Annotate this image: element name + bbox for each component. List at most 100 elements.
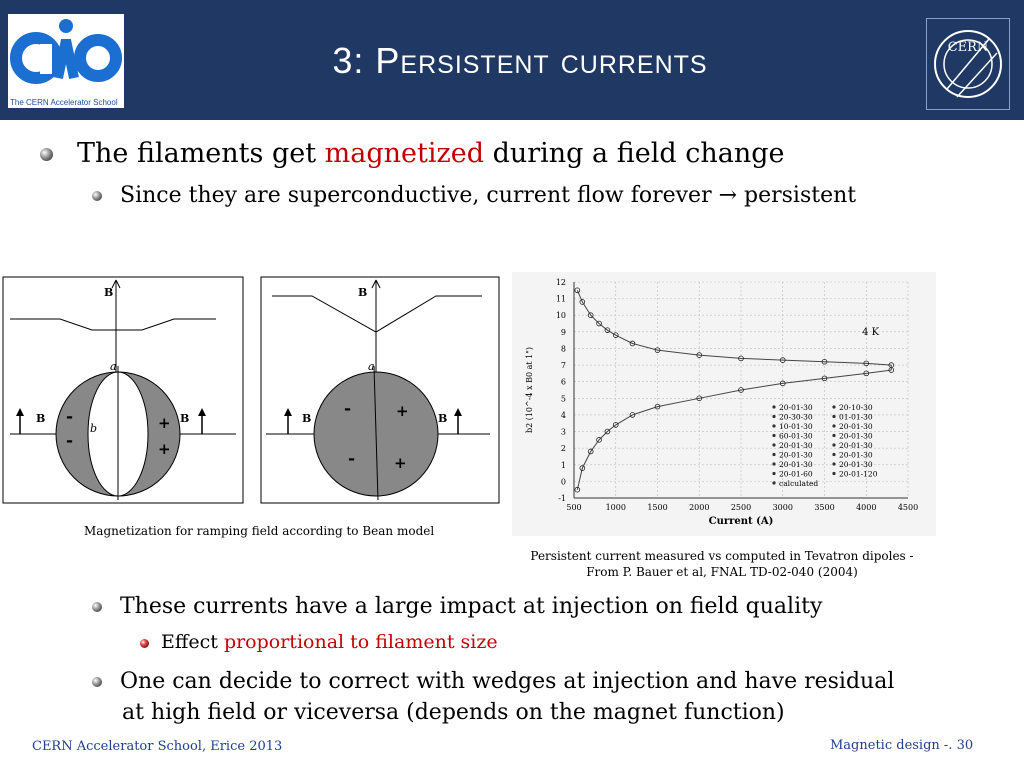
tevatron-caption: Persistent current measured vs computed …: [510, 548, 934, 580]
field-label-b: B: [438, 412, 447, 425]
x-tick-label: 2000: [689, 503, 709, 512]
y-tick-label: 9: [561, 328, 566, 337]
minus-sign: -: [344, 399, 351, 419]
caption-line: From P. Bauer et al, FNAL TD-02-040 (200…: [586, 565, 858, 579]
y-tick-label: 3: [561, 428, 566, 437]
temperature-annotation: 4 K: [862, 327, 880, 338]
radius-label-a: a: [110, 360, 117, 373]
y-tick-label: 7: [561, 361, 566, 370]
legend-marker: [772, 414, 776, 419]
plus-sign: +: [158, 440, 171, 458]
legend-marker: [832, 443, 836, 447]
legend-marker: [832, 433, 836, 438]
x-tick-label: 4000: [856, 503, 876, 512]
footer-page-number: Magnetic design -. 30: [830, 738, 974, 753]
y-tick-label: 0: [561, 477, 566, 486]
legend-marker: [772, 471, 776, 476]
legend-marker: [772, 452, 776, 457]
legend-entry: 20-01-120: [839, 470, 878, 479]
data-point: [612, 332, 619, 338]
y-tick-label: 11: [556, 295, 566, 304]
minus-sign: -: [66, 431, 73, 451]
bullet-text: during a field change: [483, 138, 785, 169]
legend-entry: 20-10-30: [839, 403, 873, 412]
legend-entry: calculated: [779, 479, 818, 488]
data-point: [596, 437, 602, 443]
legend-entry: 20-01-30: [839, 422, 873, 431]
bullet-text: One can decide to correct with wedges at…: [120, 669, 895, 694]
minus-sign: -: [348, 449, 355, 469]
data-point: [579, 465, 586, 471]
bullet-icon: [140, 638, 149, 648]
bullet-icon: [92, 677, 102, 687]
y-tick-label: 2: [561, 444, 566, 453]
y-tick-label: 10: [556, 311, 566, 320]
legend-entry: 60-01-30: [779, 432, 813, 441]
field-label-b: B: [180, 412, 189, 425]
data-point: [779, 380, 786, 387]
data-point: [654, 403, 661, 410]
legend-marker: [832, 452, 836, 457]
y-tick-label: -1: [558, 494, 566, 503]
caption-line: Persistent current measured vs computed …: [530, 549, 914, 563]
data-point: [779, 357, 786, 363]
legend-entry: 20-01-60: [779, 470, 813, 479]
radius-label-a: a: [368, 360, 375, 373]
legend-marker: [772, 424, 776, 428]
y-tick-label: 4: [561, 411, 566, 420]
bullet-superconductive: Since they are superconductive, current …: [92, 183, 856, 208]
bullet-effect: Effect proportional to filament size: [140, 631, 498, 653]
y-tick-label: 5: [561, 394, 566, 403]
data-point: [574, 287, 581, 294]
legend-marker: [832, 471, 836, 476]
data-point: [696, 395, 703, 402]
data-point: [738, 387, 744, 393]
legend-marker: [772, 462, 776, 466]
legend-entry: 10-01-30: [779, 422, 813, 431]
cern-logo: CERN: [926, 18, 1010, 110]
legend-entry: 20-01-30: [779, 441, 813, 450]
legend-entry: 20-01-30: [839, 460, 873, 469]
cern-logo-icon: CERN: [934, 30, 1002, 98]
data-point: [629, 340, 636, 347]
data-point: [604, 428, 611, 435]
data-point: [612, 422, 619, 428]
cas-logo: The CERN Accelerator School: [8, 14, 124, 108]
legend-entry: 20-01-30: [839, 451, 873, 460]
x-tick-label: 500: [566, 503, 581, 512]
data-point: [696, 352, 703, 358]
field-label-b: B: [36, 412, 45, 425]
bullet-text: at high field or viceversa (depends on t…: [122, 700, 785, 725]
data-point: [863, 370, 870, 377]
cas-logo-icon: [10, 19, 122, 84]
y-tick-label: 1: [561, 461, 566, 470]
x-tick-label: 3000: [773, 503, 793, 512]
x-tick-label: 4500: [898, 503, 918, 512]
page-title: 3: Persistent currents: [332, 40, 708, 81]
legend-marker: [832, 414, 836, 419]
plus-sign: +: [396, 402, 409, 420]
legend-entry: 20-30-30: [779, 413, 813, 422]
radius-label-b: b: [90, 422, 97, 435]
bullet-text: Effect: [161, 631, 224, 653]
x-tick-label: 1500: [647, 503, 667, 512]
data-point: [604, 327, 611, 333]
bullet-icon: [40, 148, 53, 161]
bullet-icon: [92, 602, 102, 612]
bullet-correct: One can decide to correct with wedges at…: [92, 666, 894, 728]
cern-logo-text: CERN: [948, 40, 989, 55]
data-point: [738, 355, 744, 362]
bean-caption: Magnetization for ramping field accordin…: [84, 524, 435, 538]
data-point: [654, 347, 661, 353]
y-tick-label: 8: [561, 344, 566, 353]
legend-marker: [832, 405, 836, 409]
y-tick-label: 12: [556, 278, 566, 287]
legend-marker: [772, 481, 776, 485]
minus-sign: -: [66, 407, 73, 427]
bullet-text: These currents have a large impact at in…: [120, 594, 823, 619]
bullet-text: Since they are superconductive, current …: [120, 183, 857, 208]
legend-marker: [832, 424, 836, 428]
legend-entry: 20-01-30: [779, 460, 813, 469]
y-tick-label: 6: [561, 378, 566, 387]
